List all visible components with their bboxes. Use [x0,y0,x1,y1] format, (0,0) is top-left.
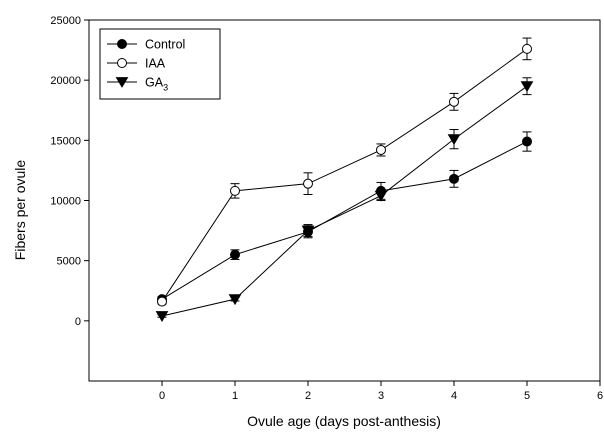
legend-item-iaa: IAA [107,57,166,71]
data-point [520,81,534,93]
legend-label-main: Control [145,38,185,52]
y-axis-title: Fibers per ovule [12,160,28,261]
legend-item-ga3: GA3 [107,76,168,93]
y-tick-label: 25000 [50,15,81,27]
x-tick-label: 3 [378,390,384,402]
data-point [301,225,315,237]
data-point [155,311,169,322]
x-tick-label: 0 [159,390,165,402]
legend-marker [117,39,127,49]
data-point [449,96,459,107]
data-point [449,173,459,184]
series-line [161,141,528,300]
legend-item-control: Control [107,38,185,52]
legend-marker [115,77,129,88]
y-tick-label: 0 [75,316,81,328]
data-point [228,294,242,306]
legend-marker [117,58,127,68]
series-line [161,85,528,317]
data-point [374,190,388,202]
x-tick-label: 4 [451,390,457,402]
data-point [303,178,313,189]
data-point [376,144,386,155]
series-ga3 [155,77,534,322]
legend: Control IAA GA3 [99,28,221,100]
y-tick-label: 15000 [50,135,81,147]
y-tick-label: 10000 [50,196,81,208]
y-tick-label: 20000 [50,75,81,87]
x-tick-label: 1 [232,390,238,402]
data-point [230,249,240,260]
x-tick-label: 2 [305,390,311,402]
series-iaa [157,37,532,307]
legend-label-subscript: 3 [163,83,168,93]
data-point [522,43,532,54]
data-point [230,185,240,196]
data-point [447,134,461,146]
y-tick-label: 5000 [57,256,81,268]
x-tick-label: 6 [597,390,603,402]
legend-label: GA3 [145,76,168,93]
legend-label: Control [145,38,185,52]
series-control [157,131,532,305]
x-tick-label: 5 [524,390,530,402]
data-point [157,296,167,307]
legend-label: IAA [145,57,166,71]
x-axis-title: Ovule age (days post-anthesis) [247,413,441,429]
legend-label-main: IAA [145,57,166,71]
series-line [161,48,528,302]
legend-label-main: GA [145,76,164,90]
data-point [522,136,532,147]
